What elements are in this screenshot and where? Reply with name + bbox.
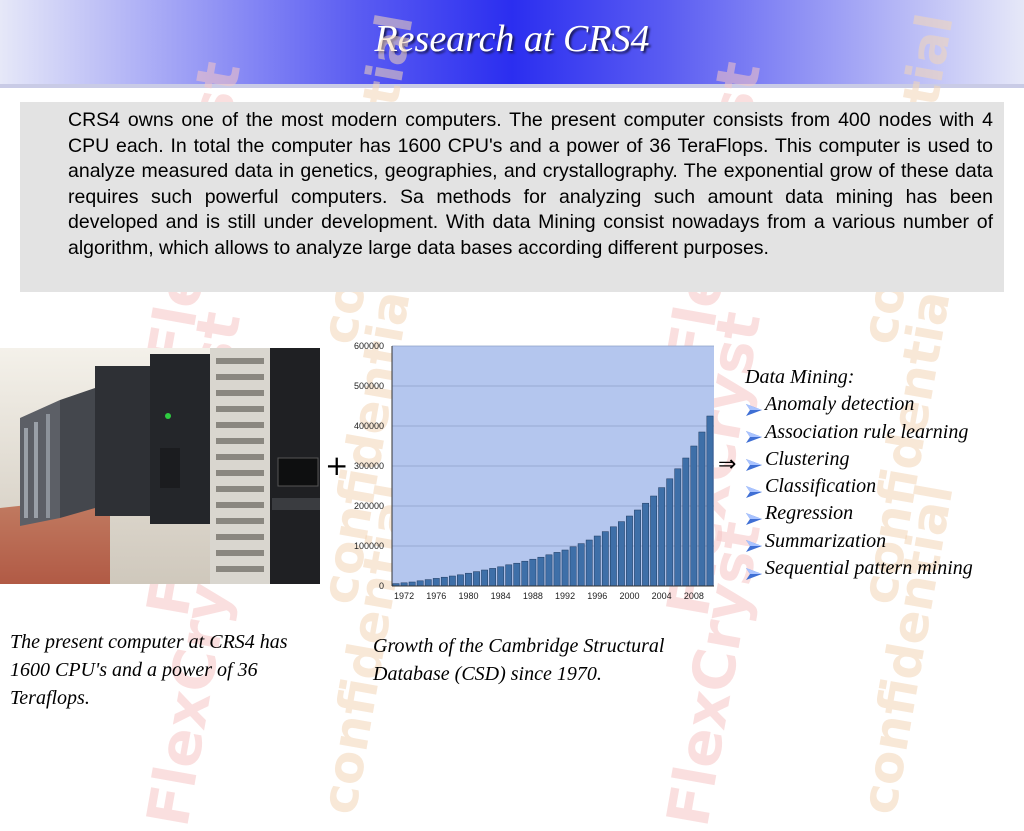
bar	[682, 457, 690, 587]
bar	[642, 502, 649, 587]
bar	[634, 509, 641, 587]
bar	[432, 578, 440, 587]
bar	[497, 566, 505, 587]
y-tick-label: 0	[379, 581, 384, 591]
data-mining-title: Data Mining:	[745, 366, 855, 388]
bar	[650, 495, 658, 587]
bar	[585, 539, 593, 587]
plus-sign: +	[325, 449, 349, 482]
y-tick-label: 300000	[354, 461, 384, 471]
bar	[440, 576, 448, 587]
csd-growth-chart-svg: 0 100000 200000 300000 400000 500000 600000 197…	[354, 341, 714, 601]
intro-text-box: CRS4 owns one of the most modern compute…	[20, 102, 1004, 292]
csd-growth-chart: 0 100000 200000 300000 400000 500000 600000 197…	[340, 340, 720, 610]
bar	[569, 546, 577, 587]
bar	[593, 535, 601, 587]
bar	[521, 560, 529, 587]
bar	[577, 543, 585, 587]
bar	[448, 575, 456, 587]
x-tick-label: 2004	[652, 591, 672, 601]
bar	[529, 558, 537, 587]
bar	[561, 549, 569, 587]
bar	[674, 468, 682, 587]
list-item: Anomaly detection	[745, 391, 973, 418]
bar	[481, 569, 488, 587]
y-tick-label: 400000	[354, 421, 384, 431]
arrow-bullet-icon	[745, 562, 763, 580]
arrow-bullet-icon	[745, 453, 763, 471]
data-mining-list: Data Mining: Anomaly detection Associati…	[745, 364, 973, 582]
bar	[658, 487, 666, 587]
y-tick-label: 100000	[354, 541, 384, 551]
server-room-photo	[0, 348, 320, 584]
list-item: Sequential pattern mining	[745, 555, 973, 582]
arrow-bullet-icon	[745, 534, 763, 553]
bar	[666, 478, 674, 587]
title-bar	[0, 0, 1024, 84]
server-room-image	[0, 348, 320, 584]
bar	[545, 554, 553, 587]
x-tick-label: 1976	[426, 591, 446, 601]
arrow-bullet-icon	[745, 480, 763, 498]
implies-arrow: ⇒	[718, 452, 737, 477]
list-item: Classification	[745, 473, 973, 500]
header-divider	[0, 84, 1024, 88]
list-item-label: Summarization	[765, 529, 887, 552]
bar	[609, 526, 617, 587]
y-tick-label: 200000	[354, 501, 384, 511]
bar	[408, 581, 416, 587]
x-tick-label: 1972	[394, 591, 414, 601]
bar	[424, 579, 432, 587]
bar	[473, 571, 480, 587]
list-item: Regression	[745, 500, 973, 527]
x-tick-label: 1980	[458, 591, 478, 601]
x-tick-label: 1988	[523, 591, 543, 601]
bar	[601, 531, 609, 587]
slide-title: Research at CRS4	[374, 18, 650, 60]
list-item-label: Sequential pattern mining	[765, 557, 973, 580]
chart-caption: Growth of the Cambridge Structural Datab…	[373, 635, 665, 685]
list-item-label: Clustering	[765, 447, 850, 470]
bar	[626, 515, 633, 587]
bar	[618, 521, 625, 587]
list-item: Summarization	[745, 528, 973, 555]
bar	[513, 562, 521, 587]
photo-caption: The present computer at CRS4 has 1600 CP…	[10, 631, 288, 709]
bar	[553, 552, 561, 587]
arrow-bullet-icon	[745, 507, 763, 526]
list-item-label: Regression	[765, 502, 854, 525]
list-item-label: Anomaly detection	[765, 393, 915, 416]
bar	[416, 580, 424, 587]
bar	[457, 574, 464, 587]
x-tick-label: 1984	[491, 591, 511, 601]
y-tick-label: 500000	[354, 381, 384, 391]
bar	[465, 572, 472, 587]
bar	[537, 556, 545, 587]
list-item: Association rule learning	[745, 419, 973, 446]
bar	[706, 415, 714, 587]
x-tick-label: 1996	[587, 591, 607, 601]
arrow-bullet-icon	[745, 398, 763, 416]
arrow-bullet-icon	[745, 425, 763, 444]
list-item: Clustering	[745, 446, 973, 473]
bar	[698, 431, 706, 587]
intro-paragraph: CRS4 owns one of the most modern compute…	[68, 109, 993, 259]
bar	[690, 445, 698, 587]
x-tick-label: 1992	[555, 591, 575, 601]
list-item-label: Association rule learning	[765, 420, 969, 443]
y-tick-label: 600000	[354, 341, 384, 351]
x-tick-label: 2008	[684, 591, 704, 601]
x-tick-label: 2000	[619, 591, 639, 601]
list-item-label: Classification	[765, 475, 877, 498]
bar	[505, 564, 513, 587]
bar	[489, 568, 497, 587]
